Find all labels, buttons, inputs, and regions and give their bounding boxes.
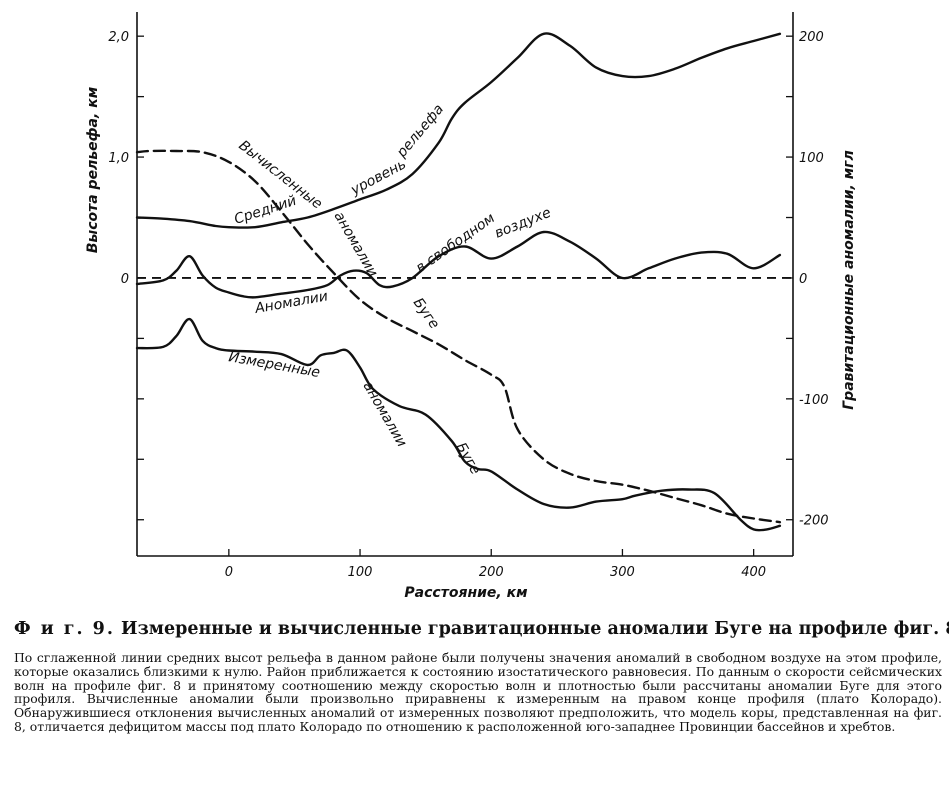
right-tick-label: -200: [799, 514, 829, 529]
figure-title: Измеренные и вычисленные гравитационные …: [121, 619, 949, 639]
label-free-air-2: воздухе: [493, 205, 554, 242]
left-tick-label: 2,0: [108, 30, 129, 45]
right-tick-label: -100: [799, 393, 829, 408]
x-tick-label: 400: [741, 565, 766, 580]
plot-frame: [136, 12, 794, 557]
axis-ticks: 0 100 200 300 400 -200 -100 0 100 200 0 1,0 2,0: [108, 30, 828, 580]
label-calc-2: аномалии: [331, 209, 381, 280]
label-relief-1: Средний: [232, 193, 298, 228]
left-tick-label: 1,0: [108, 151, 129, 166]
label-free-air-1: в свободном: [413, 210, 498, 276]
figure-caption-body: По сглаженной линии средних высот рельеф…: [14, 651, 942, 734]
relief-line: [135, 32, 782, 229]
bouguer-anomaly-chart: 0 100 200 300 400 -200 -100 0 100 200 0 1,0 2,0 Сред…: [85, 12, 857, 601]
x-tick-label: 0: [225, 565, 233, 580]
right-y-axis-title: Гравитационные аномалии, мгл: [841, 150, 857, 410]
figure-caption-title: Ф и г. 9. Измеренные и вычисленные грави…: [14, 619, 949, 639]
measured-bouguer-line: [135, 317, 782, 532]
left-tick-label: 0: [121, 272, 129, 287]
x-axis-title: Расстояние, км: [404, 585, 527, 601]
figure-label: Ф и г. 9.: [14, 619, 115, 639]
x-tick-label: 300: [610, 565, 635, 580]
x-tick-label: 200: [479, 565, 504, 580]
label-relief-3: рельефа: [393, 101, 447, 161]
right-tick-label: 0: [799, 272, 807, 287]
label-calc-3: Буге: [410, 295, 443, 332]
free-air-anomaly-line: [135, 230, 782, 299]
series-layer: [135, 32, 782, 532]
x-tick-label: 100: [348, 565, 373, 580]
right-tick-label: 200: [799, 30, 824, 45]
label-meas-3: Буге: [453, 440, 484, 477]
label-meas-2: аномалии: [360, 379, 410, 450]
caption-text: По сглаженной линии средних высот рельеф…: [14, 650, 942, 734]
left-y-axis-title: Высота рельефа, км: [85, 87, 101, 253]
calculated-bouguer-line: [135, 149, 782, 524]
right-tick-label: 100: [799, 151, 824, 166]
